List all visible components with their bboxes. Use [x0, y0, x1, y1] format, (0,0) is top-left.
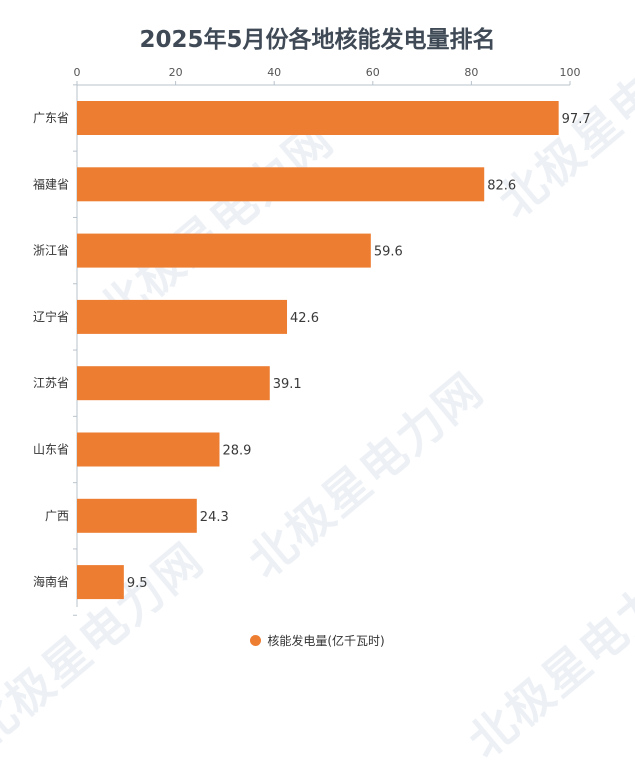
bar-layer: 97.7 82.6 59.6 42.6 39.1 28.9 24.3 9.5: [77, 101, 591, 600]
legend-marker: [250, 635, 262, 646]
data-label: 42.6: [290, 311, 319, 326]
data-label: 9.5: [127, 576, 148, 591]
legend-label: 核能发电量(亿千瓦时): [267, 634, 385, 648]
category-label: 浙江省: [33, 244, 69, 258]
x-tick-label: 40: [267, 66, 281, 79]
data-label: 39.1: [273, 377, 302, 392]
category-label: 广东省: [33, 111, 69, 125]
bar: [77, 498, 197, 533]
data-label: 24.3: [200, 510, 229, 525]
category-label: 海南省: [33, 574, 69, 589]
bar: [77, 167, 485, 202]
data-label: 59.6: [374, 245, 403, 260]
x-tick-label: 80: [464, 66, 478, 79]
data-label: 28.9: [222, 444, 251, 459]
bar: [77, 432, 220, 467]
bar: [77, 565, 124, 600]
chart-title: 2025年5月份各地核能发电量排名: [139, 27, 496, 53]
x-tick-label: 100: [560, 66, 581, 79]
category-label: 福建省: [33, 176, 69, 191]
category-label: 辽宁省: [33, 309, 69, 324]
category-label: 山东省: [33, 443, 69, 457]
data-label: 82.6: [487, 178, 516, 193]
category-label: 广西: [45, 509, 69, 523]
x-tick-label: 20: [169, 66, 183, 79]
x-tick-label: 60: [366, 66, 380, 79]
bar: [77, 366, 270, 401]
data-label: 97.7: [562, 112, 591, 127]
bar: [77, 101, 559, 135]
category-label: 江苏省: [33, 376, 69, 390]
legend[interactable]: 核能发电量(亿千瓦时): [0, 632, 635, 649]
bar: [77, 299, 288, 334]
bar: [77, 233, 371, 268]
x-tick-label: 0: [74, 66, 81, 79]
